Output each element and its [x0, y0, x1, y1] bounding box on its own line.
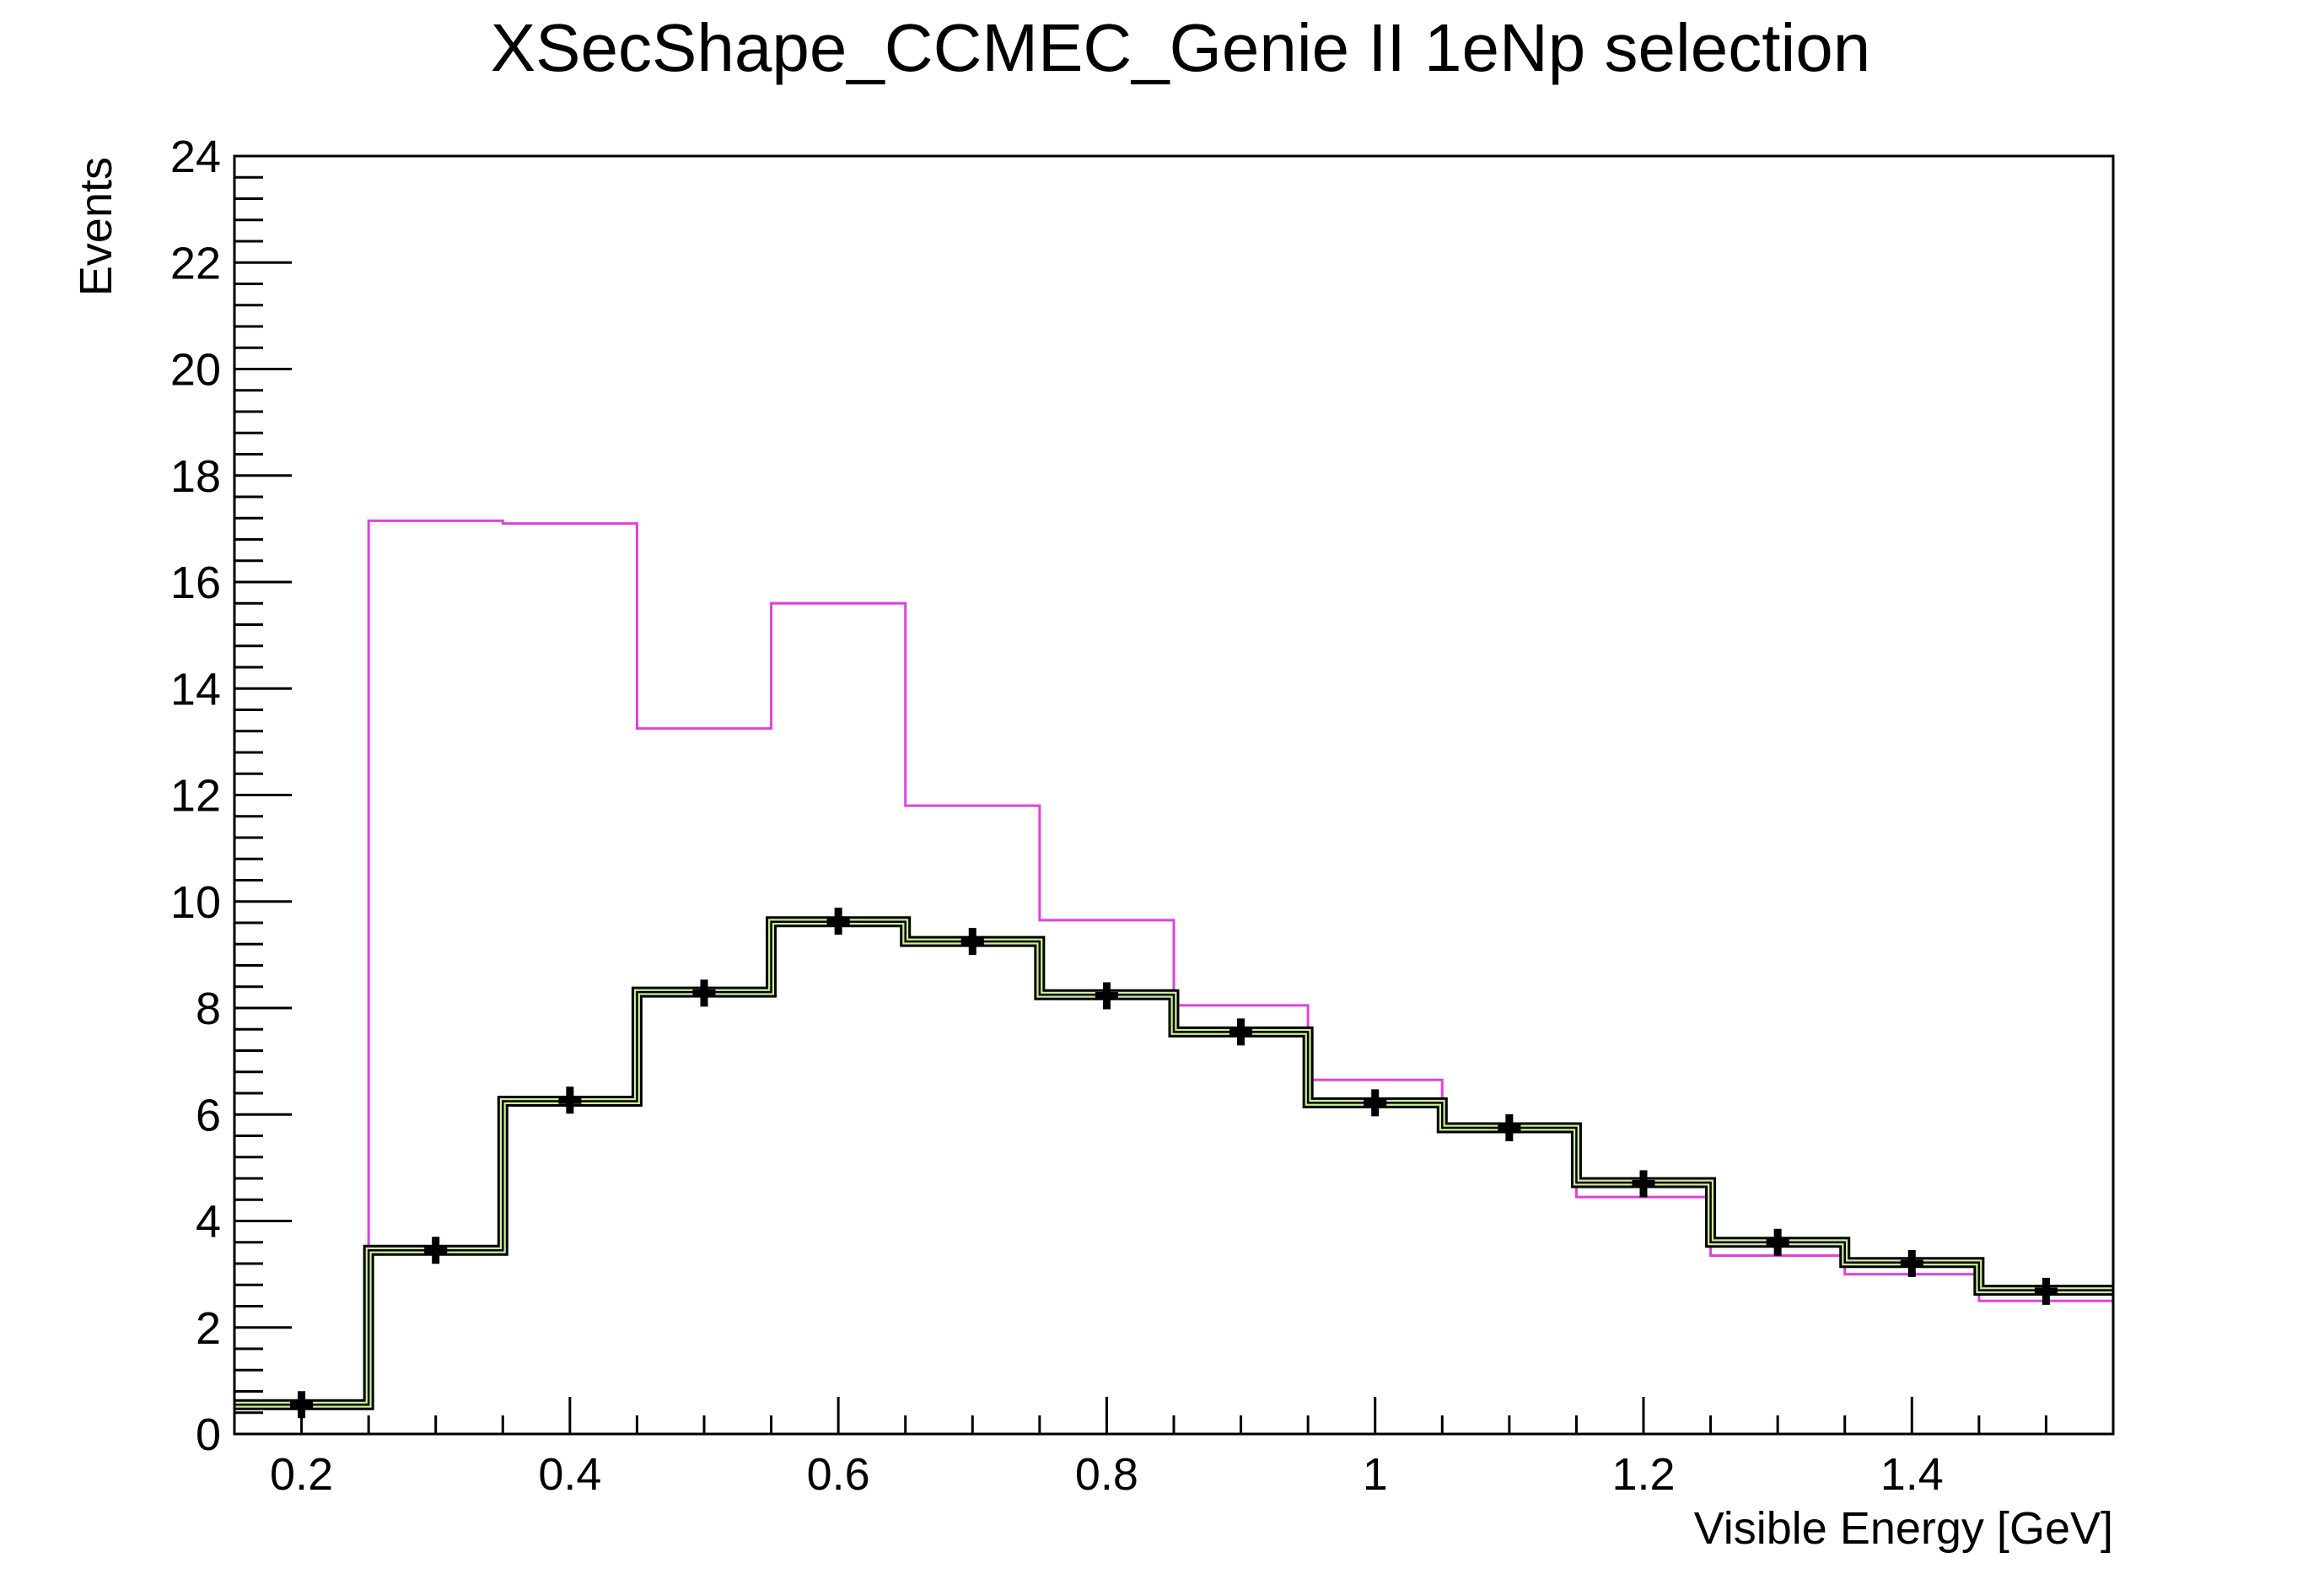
y-tick-label: 18: [170, 451, 221, 502]
x-tick-label: 1.4: [1880, 1449, 1944, 1500]
y-axis-label: Events: [71, 157, 121, 296]
y-tick-label: 4: [196, 1197, 221, 1248]
series-0-step-line: [234, 519, 2113, 1406]
y-tick-label: 6: [196, 1090, 221, 1140]
y-tick-label: 14: [170, 664, 221, 714]
y-tick-label: 8: [196, 984, 221, 1034]
x-tick-label: 0.6: [807, 1449, 870, 1500]
y-tick-label: 10: [170, 877, 221, 928]
x-axis-label: Visible Energy [GeV]: [1694, 1503, 2113, 1554]
y-tick-label: 20: [170, 345, 221, 396]
x-tick-label: 1.2: [1611, 1449, 1675, 1500]
series-1-step-line: [234, 920, 2113, 1406]
x-tick-label: 0.4: [538, 1449, 601, 1500]
chart-title: XSecShape_CCMEC_Genie II 1eNp selection: [491, 10, 1870, 85]
y-tick-label: 2: [196, 1303, 221, 1354]
y-tick-label: 0: [196, 1410, 221, 1460]
x-tick-label: 0.2: [270, 1449, 333, 1500]
y-tick-label: 16: [170, 558, 221, 608]
plot-area: [234, 519, 2113, 1419]
y-tick-label: 12: [170, 771, 221, 822]
plot-frame: [233, 154, 2115, 1436]
y-tick-label: 22: [170, 238, 221, 288]
x-tick-label: 0.8: [1075, 1449, 1138, 1500]
y-tick-label: 24: [170, 132, 221, 182]
x-tick-label: 1: [1363, 1449, 1388, 1500]
